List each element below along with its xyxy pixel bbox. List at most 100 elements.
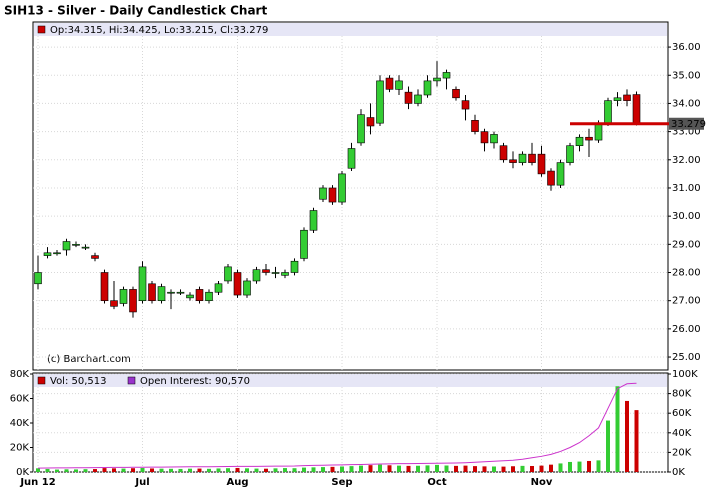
candle-body bbox=[34, 272, 42, 285]
volume-bar bbox=[102, 468, 107, 472]
candle-body bbox=[319, 187, 327, 200]
candle-body bbox=[395, 80, 403, 90]
y-tick-label: 36.00 bbox=[672, 42, 701, 53]
last-price-box bbox=[669, 117, 704, 130]
volume-bar bbox=[387, 465, 392, 472]
y-tick-label: 60K bbox=[10, 394, 30, 405]
volume-bar bbox=[378, 464, 382, 472]
legend-swatch bbox=[37, 376, 46, 385]
y2-tick-label: 0K bbox=[672, 467, 685, 478]
volume-bar bbox=[207, 468, 211, 472]
y-tick-label: 20K bbox=[10, 443, 30, 454]
volume-bar bbox=[558, 463, 563, 472]
candle-body bbox=[594, 122, 603, 141]
candle-body bbox=[518, 153, 527, 163]
y-tick-label: 29.00 bbox=[672, 239, 701, 250]
candle-body bbox=[547, 170, 555, 186]
candle-body bbox=[404, 91, 413, 104]
volume-bar bbox=[273, 468, 278, 472]
volume-bar bbox=[254, 468, 259, 472]
volume-bar bbox=[625, 400, 629, 472]
oi-legend: Open Interest: 90,570 bbox=[140, 376, 250, 387]
candle-body bbox=[262, 269, 270, 273]
chart-title: SIH13 - Silver - Daily Candlestick Chart bbox=[4, 4, 267, 18]
candle-body bbox=[224, 266, 232, 282]
candle-body bbox=[167, 291, 175, 294]
candle-body bbox=[347, 148, 356, 169]
volume-bar bbox=[131, 468, 135, 472]
volume-bar bbox=[188, 468, 192, 472]
volume-bar bbox=[292, 468, 297, 472]
candle-body bbox=[604, 100, 612, 124]
y-tick-label: 33.00 bbox=[672, 127, 701, 138]
volume-bar bbox=[45, 468, 50, 472]
x-tick-label: Oct bbox=[427, 477, 446, 488]
y-tick-label: 31.00 bbox=[672, 183, 701, 194]
last-price-label: 33.279 bbox=[671, 119, 706, 130]
candle-body bbox=[366, 117, 375, 127]
ohlc-legend: Op:34.315, Hi:34.425, Lo:33.215, Cl:33.2… bbox=[50, 25, 268, 36]
volume-bar bbox=[606, 420, 610, 472]
candle-body bbox=[81, 246, 90, 249]
x-tick-label: Jun 12 bbox=[19, 477, 55, 488]
candle-body bbox=[490, 134, 498, 144]
candle-body bbox=[471, 120, 479, 132]
candle-body bbox=[186, 294, 194, 299]
price-legend-bar bbox=[34, 23, 667, 36]
candle-body bbox=[509, 159, 517, 163]
candle-body bbox=[414, 94, 422, 104]
volume-bar bbox=[539, 465, 544, 472]
volume-bar bbox=[463, 465, 468, 472]
volume-bar bbox=[112, 468, 116, 472]
volume-bar bbox=[216, 468, 221, 472]
candle-body bbox=[271, 272, 280, 274]
candle-body bbox=[613, 97, 622, 101]
volume-bar bbox=[178, 468, 183, 472]
volume-bar bbox=[501, 466, 506, 472]
volume-bar bbox=[520, 465, 525, 472]
volume-bar bbox=[577, 461, 582, 472]
candle-body bbox=[110, 300, 118, 307]
volume-bar bbox=[368, 465, 373, 472]
volume-bar bbox=[93, 469, 97, 472]
volume-bar bbox=[150, 468, 154, 472]
volume-bar bbox=[435, 464, 439, 472]
candle-body bbox=[300, 229, 308, 259]
volume-bar bbox=[444, 465, 449, 472]
candle-body bbox=[243, 280, 251, 296]
volume-bar bbox=[197, 468, 202, 472]
candle-body bbox=[100, 272, 109, 301]
volume-bar bbox=[64, 469, 69, 472]
legend-swatch bbox=[127, 376, 136, 385]
volume-bar bbox=[264, 468, 268, 472]
y2-tick-label: 20K bbox=[672, 447, 692, 458]
candle-body bbox=[480, 131, 489, 144]
candle-body bbox=[119, 289, 128, 304]
volume-bar bbox=[321, 467, 325, 472]
volume-panel bbox=[32, 372, 669, 473]
volume-bar bbox=[226, 468, 230, 472]
volume-bar bbox=[330, 466, 335, 472]
price-panel bbox=[32, 21, 669, 371]
volume-bar bbox=[530, 465, 534, 472]
candle-body bbox=[357, 114, 365, 144]
candle-body bbox=[195, 289, 204, 301]
volume-bar bbox=[235, 467, 240, 472]
candle-body bbox=[138, 266, 147, 301]
candle-body bbox=[528, 153, 536, 163]
watermark: (c) Barchart.com bbox=[47, 354, 131, 365]
volume-bar bbox=[55, 469, 59, 472]
candle-body bbox=[309, 210, 318, 231]
candle-body bbox=[385, 77, 394, 90]
y-tick-label: 80K bbox=[10, 369, 30, 380]
oi-line bbox=[37, 382, 637, 469]
y-tick-label: 35.00 bbox=[672, 70, 701, 81]
candle-body bbox=[129, 289, 137, 313]
candle-body bbox=[43, 252, 52, 256]
candle-body bbox=[148, 283, 156, 301]
volume-bar bbox=[416, 465, 420, 472]
y-tick-label: 25.00 bbox=[672, 352, 701, 363]
volume-bar bbox=[283, 468, 287, 472]
candle-body bbox=[91, 255, 99, 259]
